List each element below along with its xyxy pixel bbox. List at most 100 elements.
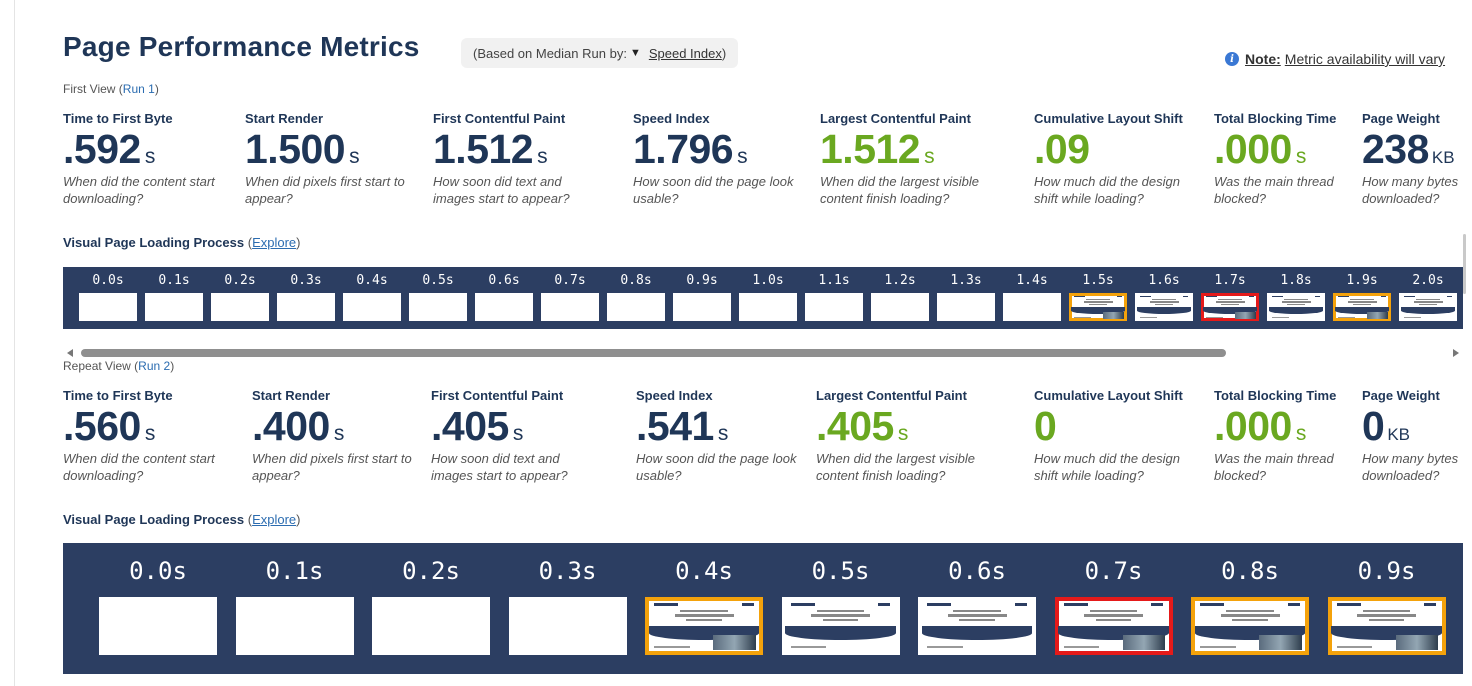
scroll-left-icon[interactable]	[67, 349, 73, 357]
frame-time: 0.1s	[265, 557, 324, 585]
scroll-right-icon[interactable]	[1453, 349, 1459, 357]
metric-description: When did the largest visible content fin…	[816, 451, 975, 483]
frame-thumbnail[interactable]	[781, 597, 900, 655]
frame-thumbnail[interactable]	[343, 293, 401, 321]
filmstrip-frame[interactable]: 0.3s	[277, 267, 335, 329]
filmstrip-frame[interactable]: 0.0s	[99, 543, 217, 674]
frame-thumbnail[interactable]	[937, 293, 995, 321]
frame-thumbnail[interactable]	[1333, 293, 1391, 321]
frame-thumbnail[interactable]	[645, 597, 763, 655]
frame-time: 0.6s	[948, 557, 1006, 585]
frame-thumbnail[interactable]	[1267, 293, 1325, 321]
first-view-filmstrip[interactable]: 0.0s 0.1s 0.2s 0.3s 0.4s 0.5s 0.6s 0.7s 0.8s 0.9s…	[63, 267, 1463, 329]
metric-value: 1.500 s	[245, 127, 445, 171]
frame-time: 0.0s	[129, 557, 187, 585]
metric-unit: s	[144, 145, 156, 168]
frame-thumbnail[interactable]	[607, 293, 665, 321]
filmstrip-frame[interactable]: 1.1s	[805, 267, 863, 329]
filmstrip-frame[interactable]: 2.0s	[1399, 267, 1457, 329]
frame-thumbnail[interactable]	[673, 293, 731, 321]
metric-value: .000 s	[1214, 404, 1414, 448]
note-label[interactable]: Note:	[1245, 51, 1281, 67]
filmstrip-frame[interactable]: 1.3s	[937, 267, 995, 329]
frame-thumbnail[interactable]	[277, 293, 335, 321]
filmstrip-frame[interactable]: 1.5s	[1069, 267, 1127, 329]
frame-thumbnail[interactable]	[1003, 293, 1061, 321]
filmstrip-frame[interactable]: 0.6s	[918, 543, 1036, 674]
metric-label: Cumulative Layout Shift	[1034, 111, 1183, 126]
frame-thumbnail[interactable]	[739, 293, 797, 321]
filmstrip-frame[interactable]: 0.5s	[781, 543, 900, 674]
frame-thumbnail[interactable]	[99, 597, 217, 655]
frame-thumbnail[interactable]	[372, 597, 490, 655]
filmstrip-frame[interactable]: 1.4s	[1003, 267, 1061, 329]
filmstrip-scrollbar[interactable]	[63, 347, 1463, 359]
frame-thumbnail[interactable]	[211, 293, 269, 321]
filmstrip-frame[interactable]: 1.8s	[1267, 267, 1325, 329]
repeat-view-filmstrip[interactable]: 0.0s 0.1s 0.2s 0.3s 0.4s 0.5s 0.6s 0.7s 0.8s 0.9s	[63, 543, 1463, 674]
filmstrip-frame[interactable]: 0.6s	[475, 267, 533, 329]
filmstrip-frame[interactable]: 1.2s	[871, 267, 929, 329]
scrollbar-thumb[interactable]	[81, 349, 1226, 357]
metric-total-blocking-time: Total Blocking Time .000 s Was the main thr…	[1214, 388, 1414, 484]
frame-time: 0.6s	[488, 273, 520, 288]
filmstrip-frame[interactable]: 0.2s	[372, 543, 490, 674]
frame-thumbnail[interactable]	[1201, 293, 1259, 321]
metric-unit: s	[537, 145, 548, 168]
first-view-run-link[interactable]: Run 1	[122, 82, 155, 96]
frame-time: 0.5s	[422, 273, 454, 288]
frame-thumbnail[interactable]	[1054, 597, 1173, 655]
metric-number: .000	[1214, 403, 1292, 449]
filmstrip-frame[interactable]: 0.3s	[508, 543, 627, 674]
frame-thumbnail[interactable]	[871, 293, 929, 321]
frame-thumbnail[interactable]	[1399, 293, 1457, 321]
frame-thumbnail[interactable]	[145, 293, 203, 321]
metric-cumulative-layout-shift: Cumulative Layout Shift .09 How much did t…	[1034, 111, 1234, 207]
frame-thumbnail[interactable]	[409, 293, 467, 321]
filmstrip-frame[interactable]: 0.1s	[145, 267, 203, 329]
note-text[interactable]: Metric availability will vary	[1284, 51, 1446, 67]
filmstrip-frame[interactable]: 0.1s	[235, 543, 354, 674]
frame-thumbnail[interactable]	[475, 293, 533, 321]
filmstrip-frame[interactable]: 0.7s	[541, 267, 599, 329]
filmstrip-frame[interactable]: 0.9s	[1327, 543, 1446, 674]
metric-label: Largest Contentful Paint	[816, 388, 967, 403]
metric-value: .541 s	[636, 404, 836, 448]
frame-thumbnail[interactable]	[1191, 597, 1309, 655]
metric-unit: s	[1295, 145, 1307, 168]
filmstrip-frame[interactable]: 0.5s	[409, 267, 467, 329]
frame-thumbnail[interactable]	[541, 293, 599, 321]
frame-time: 0.3s	[538, 557, 597, 585]
page-scrollbar[interactable]	[1463, 234, 1466, 294]
metric-speed-index: Speed Index 1.796 s How soon did the page l…	[633, 111, 833, 207]
frame-thumbnail[interactable]	[1069, 293, 1127, 321]
frame-thumbnail[interactable]	[805, 293, 863, 321]
filmstrip-frame[interactable]: 1.6s	[1135, 267, 1193, 329]
filmstrip-frame[interactable]: 0.8s	[1191, 543, 1309, 674]
frame-thumbnail[interactable]	[235, 597, 354, 655]
filmstrip-frame[interactable]: 0.4s	[343, 267, 401, 329]
filmstrip-frame[interactable]: 0.8s	[607, 267, 665, 329]
frame-time: 1.0s	[752, 273, 784, 288]
repeat-view-run-link[interactable]: Run 2	[138, 359, 171, 373]
metric-number: .400	[252, 403, 330, 449]
filmstrip-frame[interactable]: 0.0s	[79, 267, 137, 329]
frame-thumbnail[interactable]	[508, 597, 627, 655]
frame-thumbnail[interactable]	[1327, 597, 1446, 655]
filmstrip-frame[interactable]: 1.9s	[1333, 267, 1391, 329]
repeat-view-explore-link[interactable]: Explore	[252, 512, 297, 527]
filmstrip-frame[interactable]: 1.7s	[1201, 267, 1259, 329]
frame-time: 1.6s	[1148, 273, 1180, 288]
filmstrip-frame[interactable]: 0.7s	[1054, 543, 1173, 674]
first-view-explore-link[interactable]: Explore	[252, 235, 297, 250]
triangle-down-icon[interactable]: ▼	[629, 47, 641, 59]
filmstrip-frame[interactable]: 0.4s	[645, 543, 763, 674]
frame-thumbnail[interactable]	[918, 597, 1036, 655]
filmstrip-frame[interactable]: 0.2s	[211, 267, 269, 329]
metric-value: 0	[1034, 404, 1234, 448]
median-metric-link[interactable]: Speed Index	[648, 45, 722, 61]
filmstrip-frame[interactable]: 1.0s	[739, 267, 797, 329]
frame-thumbnail[interactable]	[1135, 293, 1193, 321]
frame-thumbnail[interactable]	[79, 293, 137, 321]
filmstrip-frame[interactable]: 0.9s	[673, 267, 731, 329]
